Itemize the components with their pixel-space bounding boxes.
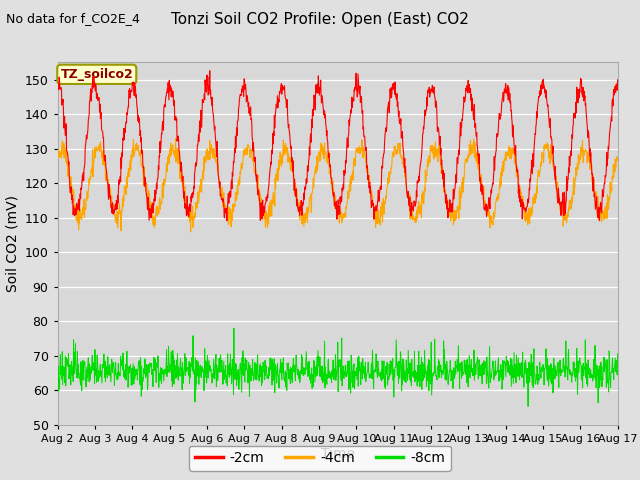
Text: TZ_soilco2: TZ_soilco2 xyxy=(60,68,133,81)
Text: Tonzi Soil CO2 Profile: Open (East) CO2: Tonzi Soil CO2 Profile: Open (East) CO2 xyxy=(171,12,469,27)
X-axis label: Time: Time xyxy=(321,446,355,461)
Legend: -2cm, -4cm, -8cm: -2cm, -4cm, -8cm xyxy=(189,445,451,471)
Text: No data for f_CO2E_4: No data for f_CO2E_4 xyxy=(6,12,140,25)
Y-axis label: Soil CO2 (mV): Soil CO2 (mV) xyxy=(5,195,19,292)
